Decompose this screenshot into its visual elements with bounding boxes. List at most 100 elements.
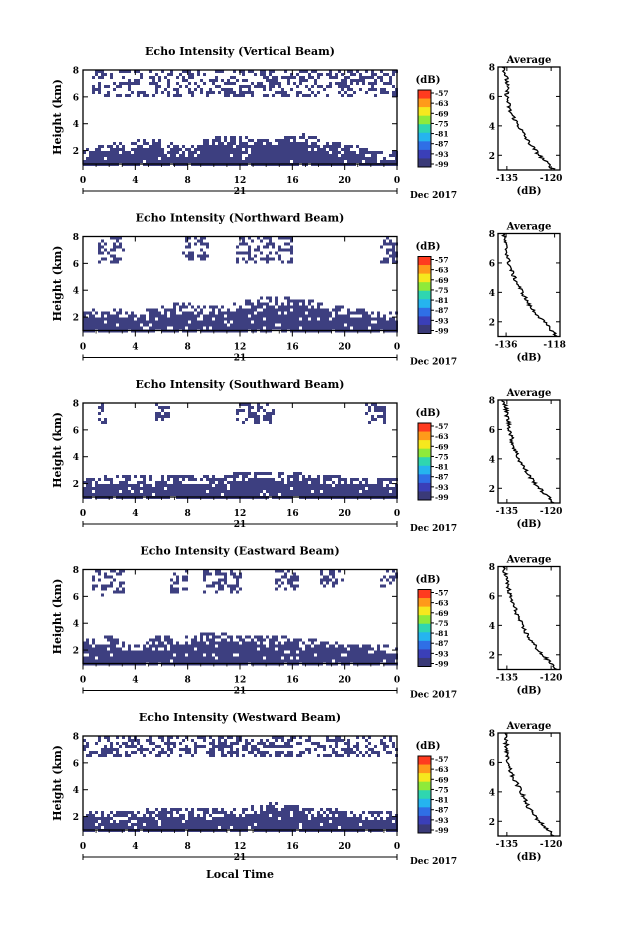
colorbar-label: -63 [435, 432, 449, 441]
heatmap-cells [83, 236, 398, 333]
profile-y-tick-label: 6 [489, 426, 495, 436]
profile-y-tick-label: 8 [489, 230, 495, 240]
colorbar-swatch [418, 282, 431, 292]
y-axis-label: Height (km) [51, 246, 64, 322]
colorbar-label: -81 [435, 463, 449, 472]
colorbar-label: -93 [435, 150, 449, 159]
colorbar-label: -63 [435, 765, 449, 774]
colorbar-swatch [418, 589, 431, 599]
colorbar-swatch [418, 465, 431, 475]
x-tick-label: 16 [286, 176, 299, 186]
y-tick-label: 8 [73, 733, 79, 743]
profile-title: Average [506, 721, 552, 732]
x-tick-label: 20 [338, 509, 351, 519]
profile-y-tick-label: 8 [489, 64, 495, 74]
date-tick-label: 21 [234, 187, 247, 197]
colorbar-label: -75 [435, 619, 449, 628]
colorbar-swatch [418, 632, 431, 642]
x-tick-label: 4 [132, 676, 138, 686]
x-tick-label: 0 [80, 176, 86, 186]
colorbar-label: -63 [435, 599, 449, 608]
colorbar-label: -63 [435, 266, 449, 275]
y-tick-label: 4 [73, 620, 79, 630]
colorbar-label: -69 [435, 276, 449, 285]
profile-frame [497, 66, 561, 171]
profile-y-tick-label: 2 [489, 651, 495, 661]
profile-x-tick-label: -120 [540, 174, 563, 184]
colorbar-swatch [418, 299, 431, 309]
colorbar-swatch [418, 115, 431, 125]
y-tick-label: 2 [73, 147, 79, 157]
x-tick-label: 16 [286, 509, 299, 519]
colorbar-label: -87 [435, 140, 449, 149]
colorbar-swatch [418, 107, 431, 117]
colorbar-swatch [418, 798, 431, 808]
profile-y-tick-label: 2 [489, 485, 495, 495]
y-tick-label: 4 [73, 120, 79, 130]
date-label: Dec 2017 [410, 191, 457, 201]
panel-title: Echo Intensity (Southward Beam) [136, 378, 345, 391]
x-tick-label: 4 [132, 842, 138, 852]
colorbar-swatch [418, 273, 431, 283]
x-tick-label: 0 [394, 676, 400, 686]
profile-x-tick-label: -135 [496, 507, 519, 517]
profile-y-tick-label: 6 [489, 93, 495, 103]
colorbar-frame [417, 89, 432, 168]
y-tick-label: 6 [73, 260, 79, 270]
colorbar-label: -69 [435, 442, 449, 451]
colorbar-swatch [418, 482, 431, 492]
x-axis-label: Local Time [206, 868, 274, 881]
profile-y-tick-label: 4 [489, 622, 495, 632]
beam-panel-3: Echo Intensity (Eastward Beam) Height (km… [51, 545, 562, 701]
colorbar-swatch [418, 158, 431, 168]
y-axis-label: Height (km) [51, 745, 64, 821]
colorbar-label: -93 [435, 316, 449, 325]
colorbar-swatch [418, 431, 431, 441]
colorbar-swatch [418, 824, 431, 834]
x-tick-label: 0 [80, 509, 86, 519]
colorbar-label: -99 [435, 826, 449, 835]
profile-x-axis-label: (dB) [517, 686, 542, 697]
colorbar-swatch [418, 149, 431, 159]
y-tick-label: 6 [73, 426, 79, 436]
x-tick-label: 4 [132, 343, 138, 353]
profile-y-tick-label: 4 [489, 289, 495, 299]
y-tick-label: 2 [73, 480, 79, 490]
y-tick-label: 4 [73, 786, 79, 796]
x-tick-label: 12 [234, 676, 247, 686]
beam-panel-4: Echo Intensity (Westward Beam) Height (km… [51, 711, 562, 867]
profile-x-tick-label: -136 [495, 341, 518, 351]
date-tick-label: 21 [234, 354, 247, 364]
x-tick-label: 0 [394, 176, 400, 186]
y-axis-label: Height (km) [51, 579, 64, 655]
colorbar-unit: (dB) [416, 741, 441, 752]
y-tick-label: 6 [73, 759, 79, 769]
colorbar-swatch [418, 141, 431, 151]
colorbar-swatch [418, 265, 431, 275]
colorbar-frame [417, 755, 432, 834]
colorbar-label: -63 [435, 99, 449, 108]
profile-y-tick-label: 6 [489, 259, 495, 269]
date-tick-label: 21 [234, 520, 247, 530]
profile-y-tick-label: 4 [489, 455, 495, 465]
profile-x-tick-label: -135 [496, 674, 519, 684]
profile-title: Average [506, 555, 552, 566]
y-axis-label: Height (km) [51, 79, 64, 155]
colorbar-label: -87 [435, 306, 449, 315]
x-tick-label: 0 [80, 343, 86, 353]
colorbar-label: -75 [435, 785, 449, 794]
colorbar-label: -69 [435, 775, 449, 784]
colorbar-swatch [418, 815, 431, 825]
colorbar-label: -69 [435, 109, 449, 118]
colorbar-frame [417, 589, 432, 667]
colorbar-swatch [418, 440, 431, 450]
x-tick-label: 4 [132, 176, 138, 186]
panel-title: Echo Intensity (Vertical Beam) [145, 45, 335, 58]
profile-x-axis-label: (dB) [517, 519, 542, 530]
colorbar-swatch [418, 132, 431, 142]
profile-frame [497, 732, 561, 837]
y-tick-label: 4 [73, 287, 79, 297]
x-tick-label: 12 [234, 343, 247, 353]
colorbar-swatch [418, 256, 431, 266]
profile-x-tick-label: -120 [540, 507, 563, 517]
